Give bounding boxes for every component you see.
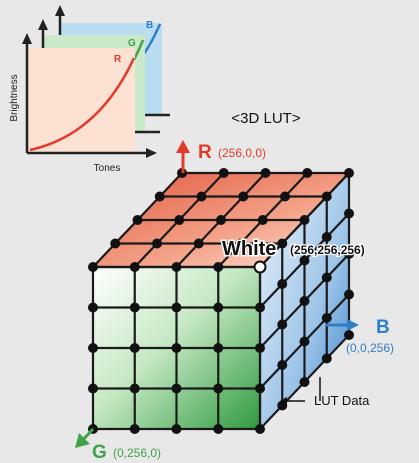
lut-data-node xyxy=(277,279,287,289)
lut-data-node xyxy=(261,168,271,178)
r-axis: R (256,0,0) xyxy=(176,140,266,173)
arrow-up-icon xyxy=(38,19,48,30)
lut-data-node xyxy=(130,303,140,313)
tone-curve-panels: R G B Brightness Tones xyxy=(9,5,170,174)
lut-data-label: LUT Data xyxy=(314,393,370,408)
lut-data-node xyxy=(155,192,165,202)
lut-data-node xyxy=(277,360,287,370)
b-axis-label: B xyxy=(376,317,390,338)
lut-data-node xyxy=(300,377,310,387)
lut-data-node xyxy=(213,303,223,313)
lut-data-node xyxy=(322,313,332,323)
lut-data-node xyxy=(88,303,98,313)
lut-data-node xyxy=(213,424,223,434)
lut-data-node xyxy=(130,424,140,434)
lut-data-node xyxy=(300,256,310,266)
lut-data-node xyxy=(110,239,120,249)
lut-data-node xyxy=(213,384,223,394)
white-corner-coord: (256,256,256) xyxy=(290,243,365,257)
white-corner-node xyxy=(255,262,266,273)
lut-data-node xyxy=(277,320,287,330)
lut-data-node xyxy=(88,343,98,353)
lut-data-node xyxy=(344,330,354,340)
lut-data-node xyxy=(344,290,354,300)
lut-data-node xyxy=(130,384,140,394)
lut-data-node xyxy=(219,168,229,178)
lut-data-node xyxy=(322,192,332,202)
lut-data-node xyxy=(322,232,332,242)
diagram-title: <3D LUT> xyxy=(231,110,300,127)
lut-data-node xyxy=(238,192,248,202)
lut-data-node xyxy=(133,215,143,225)
lut-data-node xyxy=(172,424,182,434)
lut-data-node xyxy=(344,209,354,219)
arrow-right-icon xyxy=(347,319,359,331)
r-axis-coord: (256,0,0) xyxy=(218,146,266,160)
lut-data-node xyxy=(172,343,182,353)
lut-data-node xyxy=(152,239,162,249)
x-axis-label: Tones xyxy=(94,163,121,174)
white-corner-label: White xyxy=(222,238,276,260)
lut-data-node xyxy=(172,262,182,272)
lut-data-node xyxy=(258,215,268,225)
b-axis-coord: (0,0,256) xyxy=(346,341,394,355)
g-axis-coord: (0,256,0) xyxy=(113,446,161,460)
lut-data-node xyxy=(194,239,204,249)
y-axis-label: Brightness xyxy=(9,74,20,121)
lut-data-node xyxy=(255,343,265,353)
arrow-right-icon xyxy=(146,148,157,158)
lut-data-node xyxy=(300,296,310,306)
lut-data-node xyxy=(172,303,182,313)
lut-data-node xyxy=(130,262,140,272)
lut-data-node xyxy=(88,262,98,272)
blue-curve-label: B xyxy=(146,20,153,31)
red-curve-label: R xyxy=(114,54,122,65)
green-curve-label: G xyxy=(128,38,136,49)
arrow-up-icon xyxy=(55,5,65,16)
r-axis-label: R xyxy=(198,142,212,163)
lut-data-node xyxy=(322,354,332,364)
lut-data-node xyxy=(213,343,223,353)
lut-data-node xyxy=(255,384,265,394)
lut-data-node xyxy=(172,384,182,394)
lut-data-node xyxy=(300,337,310,347)
arrow-up-icon xyxy=(22,33,32,44)
g-axis-label: G xyxy=(92,442,107,463)
lut-data-node xyxy=(197,192,207,202)
g-axis: G (0,256,0) xyxy=(75,429,161,463)
lut-data-node xyxy=(216,215,226,225)
lut-data-node xyxy=(300,215,310,225)
lut-data-node xyxy=(130,343,140,353)
lut-data-node xyxy=(88,384,98,394)
arrow-up-icon xyxy=(176,140,190,153)
lut-data-node xyxy=(255,424,265,434)
lut-data-node xyxy=(322,273,332,283)
lut-data-node xyxy=(280,192,290,202)
lut-data-node xyxy=(255,303,265,313)
lut-data-node xyxy=(302,168,312,178)
lut-data-node xyxy=(213,262,223,272)
lut-data-node xyxy=(344,168,354,178)
lut-data-node xyxy=(277,239,287,249)
lut-data-node xyxy=(174,215,184,225)
